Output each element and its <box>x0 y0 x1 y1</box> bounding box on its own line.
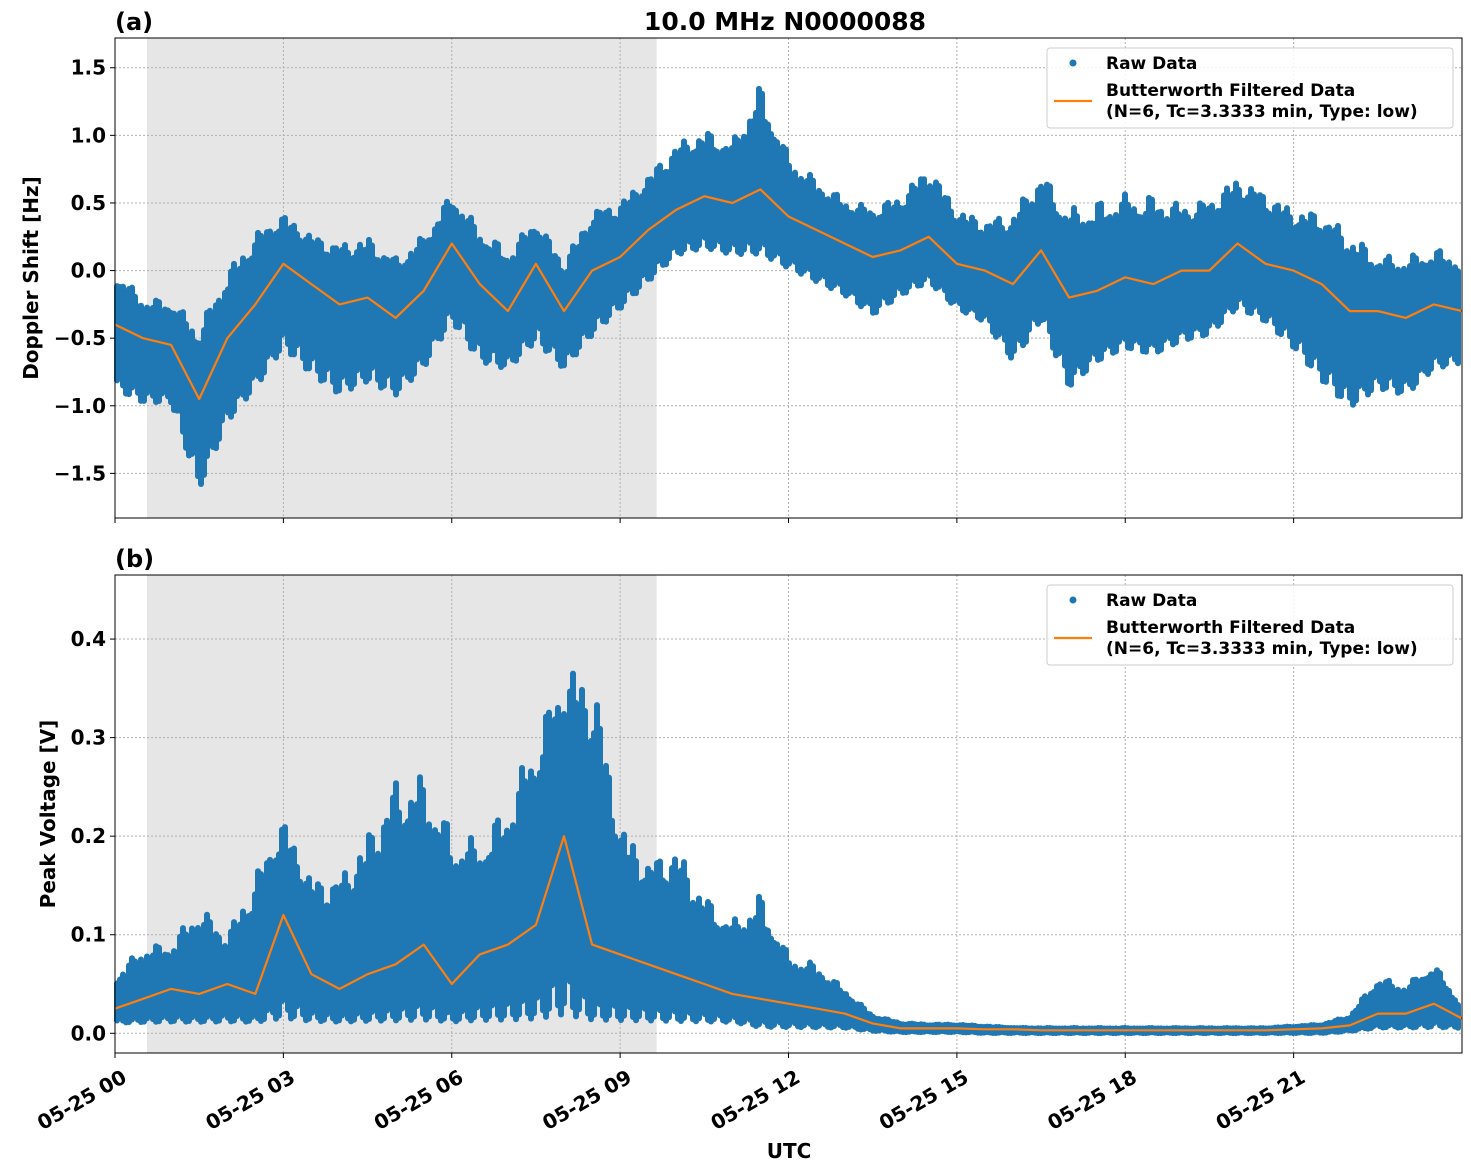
y-tick-label: 0.4 <box>71 627 106 651</box>
legend: Raw Data Butterworth Filtered Data(N=6, T… <box>1046 584 1454 666</box>
x-tick-label: 05-25 06 <box>370 1065 468 1135</box>
y-tick-label: 0.3 <box>71 726 106 750</box>
panel-a: 1.5 1.0 0.5 0.0 −0.5 −1.0 −1.5 Raw Data Butterwo… <box>54 37 1463 523</box>
filtered-data-line <box>114 835 1463 1032</box>
legend-raw-marker <box>1069 596 1077 604</box>
panel-a-label: (a) <box>115 8 153 36</box>
y-tick-label: 0.5 <box>71 191 106 215</box>
y-tick-label: 0.1 <box>71 923 106 947</box>
x-tick-label: 05-25 21 <box>1212 1065 1310 1135</box>
y-tick-label: −1.5 <box>54 461 106 485</box>
raw-data-series <box>114 670 1461 1037</box>
panel-b-ylabel: Peak Voltage [V] <box>36 720 60 909</box>
x-tick-label: 05-25 15 <box>875 1065 973 1135</box>
legend-filtered-label: Butterworth Filtered Data <box>1106 81 1355 101</box>
legend-box <box>1046 584 1454 666</box>
legend-box <box>1046 47 1454 129</box>
legend-filtered-params: (N=6, Tc=3.3333 min, Type: low) <box>1106 639 1418 659</box>
legend-filtered-label: Butterworth Filtered Data <box>1106 618 1355 638</box>
raw-data-series <box>114 85 1461 488</box>
y-tick-label: 0.2 <box>71 824 106 848</box>
legend-filtered-params: (N=6, Tc=3.3333 min, Type: low) <box>1106 102 1418 122</box>
chart-title: 10.0 MHz N0000088 <box>644 7 926 36</box>
y-tick-label: −1.0 <box>54 394 106 418</box>
filtered-data-line <box>114 188 1463 401</box>
legend-raw-label: Raw Data <box>1106 54 1197 74</box>
panel-b-label: (b) <box>115 545 154 573</box>
legend-raw-label: Raw Data <box>1106 591 1197 611</box>
y-tick-label: 1.0 <box>71 123 106 147</box>
x-tick-label: 05-25 03 <box>201 1065 299 1135</box>
x-tick-label: 05-25 00 <box>33 1065 131 1135</box>
x-tick-label: 05-25 18 <box>1043 1065 1141 1135</box>
x-axis-label: UTC <box>767 1139 812 1163</box>
x-tick-label: 05-25 09 <box>538 1065 636 1135</box>
x-tick-label: 05-25 12 <box>706 1065 804 1135</box>
y-tick-label: −0.5 <box>54 326 106 350</box>
legend: Raw Data Butterworth Filtered Data(N=6, T… <box>1046 47 1454 129</box>
legend-raw-marker <box>1069 59 1077 67</box>
y-tick-label: 0.0 <box>71 259 106 283</box>
panel-a-ylabel: Doppler Shift [Hz] <box>19 176 43 380</box>
y-tick-label: 1.5 <box>71 56 106 80</box>
panel-b: 0.0 0.1 0.2 0.3 0.4 05-25 00 05-25 03 05-25 06 0… <box>33 574 1463 1135</box>
y-tick-label: 0.0 <box>71 1021 106 1045</box>
